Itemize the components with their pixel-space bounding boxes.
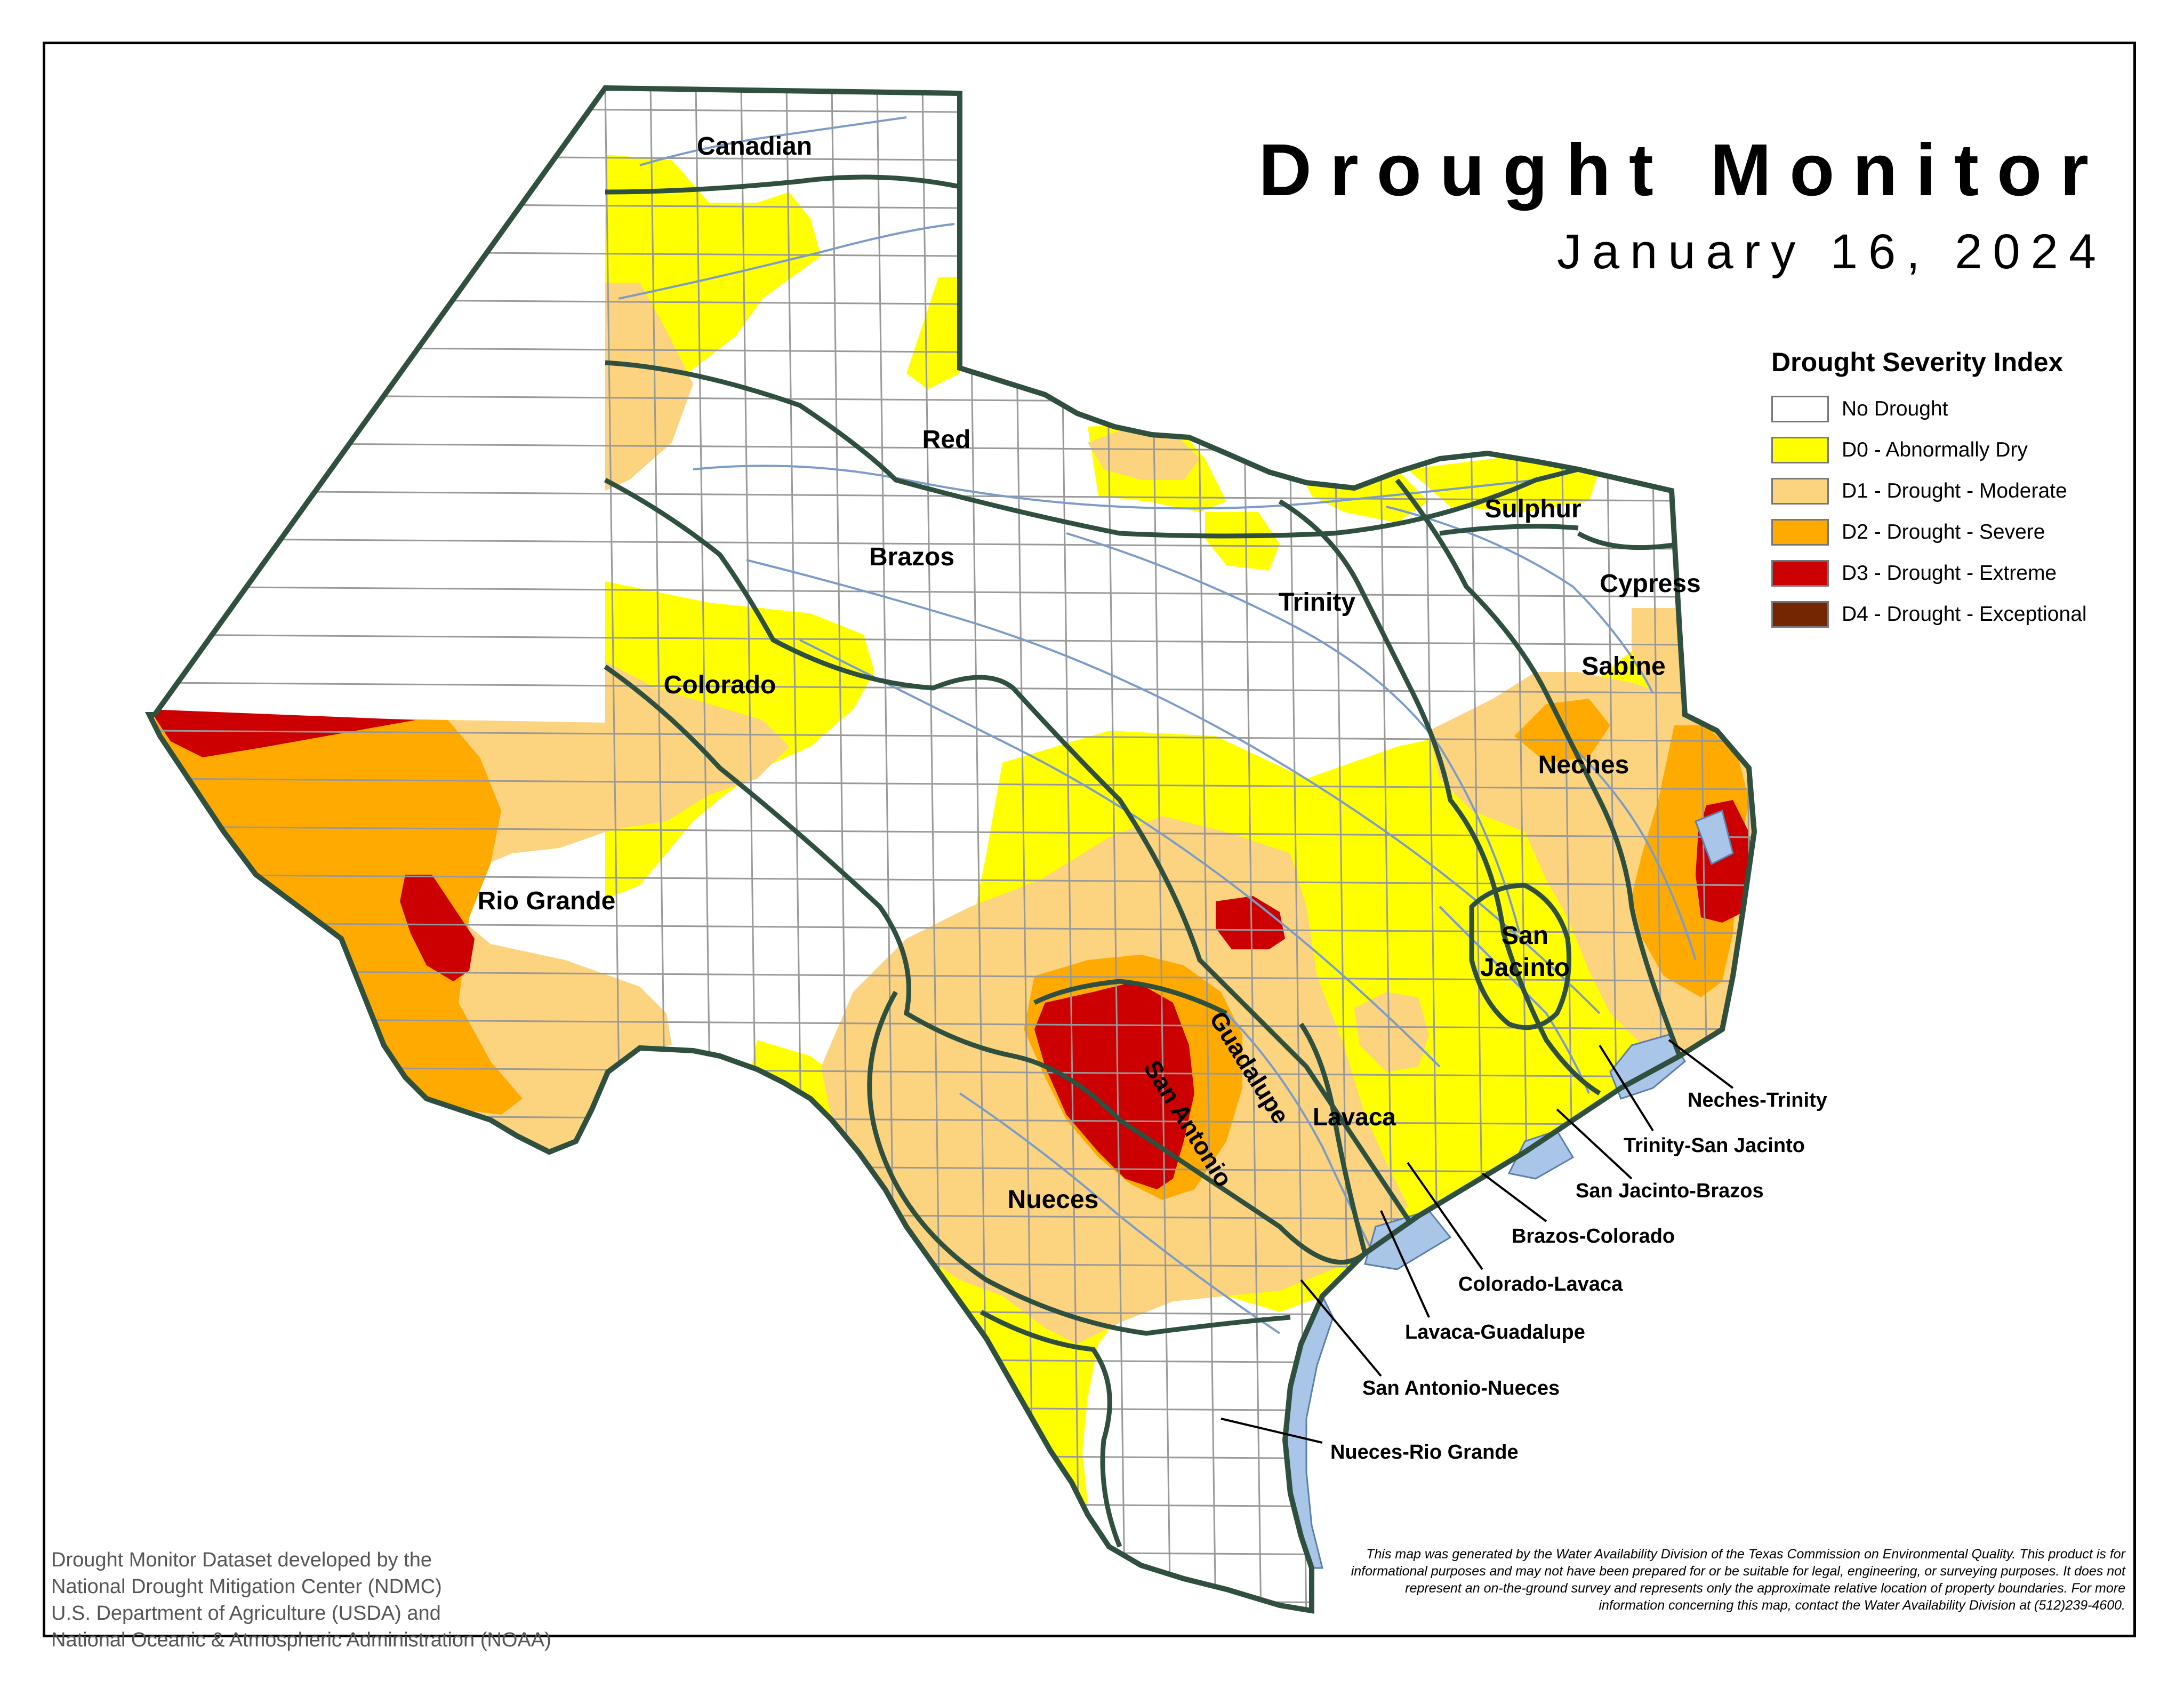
county-line — [149, 538, 1754, 550]
legend-swatch — [1771, 395, 1829, 422]
basin-label-trinity: Trinity — [1279, 588, 1355, 617]
county-line — [149, 730, 1754, 742]
basin-boundaries — [604, 174, 1682, 1548]
callout-nueces-rio-grande: Nueces-Rio Grande — [1330, 1441, 1519, 1463]
callout-neches-trinity: Neches-Trinity — [1688, 1089, 1827, 1111]
coastal-callout-labels: Neches-Trinity Trinity-San Jacinto San J… — [1330, 1089, 1827, 1463]
legend-label: D3 - Drought - Extreme — [1842, 561, 2057, 585]
data-credit: Drought Monitor Dataset developed by the… — [51, 1547, 551, 1653]
legend-swatch — [1771, 518, 1829, 546]
disclaimer: This map was generated by the Water Avai… — [1351, 1547, 2125, 1613]
basin-label-nueces: Nueces — [1008, 1186, 1099, 1214]
county-line — [149, 682, 1754, 694]
county-line — [149, 1354, 1754, 1366]
county-line — [149, 922, 1754, 934]
basin-label-sabine: Sabine — [1581, 652, 1665, 681]
map-frame — [43, 42, 2136, 1637]
map-title: Drought Monitor — [1258, 129, 2107, 211]
legend-title: Drought Severity Index — [1771, 347, 2063, 377]
map-date: January 16, 2024 — [1557, 225, 2107, 279]
county-line — [149, 586, 1754, 598]
callout-lavaca-guadalupe: Lavaca-Guadalupe — [1405, 1321, 1585, 1343]
county-line — [149, 1066, 1754, 1078]
basin-label-brazos: Brazos — [869, 543, 954, 571]
legend-label: D2 - Drought - Severe — [1842, 520, 2045, 543]
county-line — [149, 634, 1754, 646]
basin-label-rio-grande: Rio Grande — [478, 887, 616, 915]
credit-line: National Oceanic & Atmospheric Administr… — [51, 1629, 551, 1651]
basin-label-sulphur: Sulphur — [1484, 495, 1581, 523]
basin-label-red: Red — [922, 426, 971, 454]
basin-label-san-jacinto-line1: San — [1502, 922, 1548, 950]
coastal-callouts — [1221, 1039, 1734, 1444]
legend-swatch — [1771, 601, 1829, 628]
county-line — [149, 1018, 1754, 1030]
basin-label-neches: Neches — [1538, 751, 1629, 779]
legend-item: D2 - Drought - Severe — [1771, 511, 2123, 553]
callout-san-antonio-nueces: San Antonio-Nueces — [1362, 1377, 1560, 1399]
legend-label: D0 - Abnormally Dry — [1842, 438, 2028, 461]
legend-item: D4 - Drought - Exceptional — [1771, 594, 2123, 635]
basin-label-lavaca: Lavaca — [1313, 1103, 1396, 1131]
county-line — [149, 1402, 1754, 1414]
credit-line: National Drought Mitigation Center (NDMC… — [51, 1575, 442, 1598]
legend: Drought Severity Index No Drought D0 - A… — [1771, 347, 2123, 635]
credit-line: Drought Monitor Dataset developed by the — [51, 1549, 432, 1571]
legend-item: D1 - Drought - Moderate — [1771, 470, 2123, 511]
legend-label: No Drought — [1842, 397, 1948, 420]
county-line — [149, 826, 1754, 838]
legend-swatch — [1771, 477, 1829, 505]
callout-colorado-lavaca: Colorado-Lavaca — [1458, 1273, 1623, 1295]
legend-swatch — [1771, 436, 1829, 463]
county-line — [149, 1498, 1754, 1510]
basin-label-san-jacinto-line2: Jacinto — [1480, 954, 1570, 982]
callout-brazos-colorado: Brazos-Colorado — [1512, 1225, 1675, 1247]
credit-line: U.S. Department of Agriculture (USDA) an… — [51, 1602, 441, 1625]
callout-san-jacinto-brazos: San Jacinto-Brazos — [1576, 1180, 1764, 1202]
legend-label: D1 - Drought - Moderate — [1842, 479, 2067, 502]
county-line — [149, 1306, 1754, 1318]
legend-item: D0 - Abnormally Dry — [1771, 429, 2123, 470]
legend-label: D4 - Drought - Exceptional — [1842, 602, 2087, 626]
basin-label-canadian: Canadian — [697, 132, 812, 161]
county-line — [149, 778, 1754, 790]
legend-item: No Drought — [1771, 388, 2123, 429]
basin-label-colorado: Colorado — [664, 671, 776, 699]
legend-item: D3 - Drought - Extreme — [1771, 553, 2123, 594]
legend-swatch — [1771, 559, 1829, 587]
callout-trinity-san-jacinto: Trinity-San Jacinto — [1624, 1134, 1805, 1157]
county-line — [149, 970, 1754, 982]
rivers — [618, 116, 1697, 1334]
basin-label-cypress: Cypress — [1600, 570, 1700, 598]
